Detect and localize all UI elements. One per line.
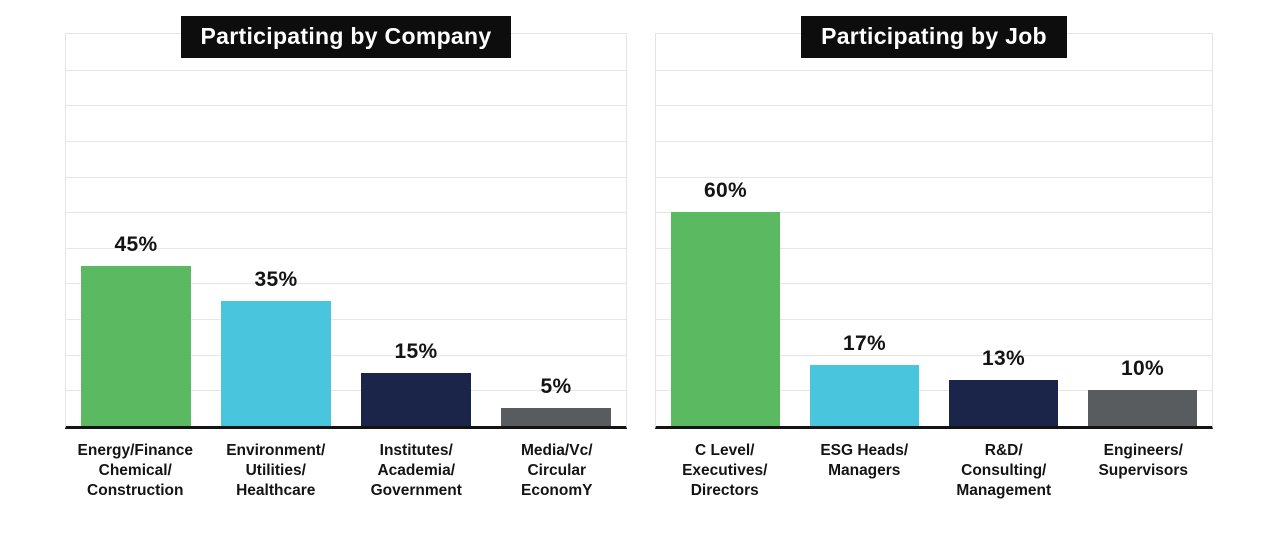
gridline: [66, 105, 626, 107]
category-label: Environment/Utilities/Healthcare: [206, 441, 347, 500]
gridline: [656, 212, 1212, 214]
category-label-line: Academia/: [377, 461, 456, 479]
category-label-line: Institutes/: [379, 442, 453, 459]
value-label: 15%: [394, 339, 438, 363]
category-label-line: Energy/Finance: [77, 442, 193, 459]
bar: [80, 265, 192, 426]
category-label-line: Healthcare: [236, 481, 316, 499]
category-label-line: Construction: [87, 481, 184, 499]
bar: [809, 365, 920, 426]
gridline: [656, 319, 1212, 321]
category-label-line: ESG Heads/: [820, 442, 909, 459]
bar: [948, 379, 1059, 426]
value-label: 5%: [540, 375, 572, 399]
category-label-line: Utilities/: [245, 461, 306, 479]
bar-column: 35%: [206, 34, 346, 426]
gridline: [66, 212, 626, 214]
category-label-line: Chemical/: [98, 461, 172, 479]
category-label-line: Directors: [690, 481, 759, 499]
bar: [360, 372, 472, 426]
category-label: Energy/Finance Chemical/Construction: [65, 441, 206, 500]
chart-job-plot-area: 60% 17% 13% 10%: [655, 33, 1213, 429]
chart-job-title-row: Participating by Job: [655, 16, 1213, 58]
value-label: 10%: [1121, 357, 1164, 381]
category-label-line: Managers: [828, 461, 901, 479]
category-label-line: Engineers/: [1103, 442, 1183, 459]
category-label-line: C Level/: [695, 442, 755, 459]
bar: [220, 301, 332, 426]
chart-company-category-axis: Energy/Finance Chemical/Construction Envir…: [65, 441, 627, 500]
value-label: 13%: [982, 346, 1025, 370]
category-label-line: Executives/: [682, 461, 768, 479]
bar-column: 13%: [934, 34, 1073, 426]
category-label-line: Management: [956, 481, 1052, 499]
category-label: Institutes/Academia/Government: [346, 441, 487, 500]
category-label-line: Environment/: [226, 442, 326, 459]
bar-column: 17%: [795, 34, 934, 426]
bar: [670, 212, 781, 426]
bar-column: 45%: [66, 34, 206, 426]
category-label: Engineers/Supervisors: [1074, 441, 1214, 500]
bar: [500, 408, 612, 426]
value-label: 60%: [704, 179, 747, 203]
value-label: 35%: [254, 268, 298, 292]
bar-column: 5%: [486, 34, 626, 426]
category-label-line: Circular: [527, 461, 587, 479]
bars-layer: 60% 17% 13% 10%: [656, 34, 1212, 426]
gridline: [656, 247, 1212, 249]
gridline: [656, 176, 1212, 178]
gridline: [66, 176, 626, 178]
gridline: [66, 69, 626, 71]
bar-column: 60%: [656, 34, 795, 426]
gridline: [66, 140, 626, 142]
category-label: R&D/Consulting/Management: [934, 441, 1074, 500]
chart-job-title: Participating by Job: [801, 16, 1067, 58]
bar-column: 15%: [346, 34, 486, 426]
category-label-line: Media/Vc/: [521, 442, 593, 459]
gridline: [66, 354, 626, 356]
chart-company-plot-area: 45% 35% 15% 5%: [65, 33, 627, 429]
category-label: C Level/Executives/Directors: [655, 441, 795, 500]
chart-company-title-row: Participating by Company: [65, 16, 627, 58]
bar-column: 10%: [1073, 34, 1212, 426]
chart-company-title: Participating by Company: [180, 16, 512, 58]
category-label-line: EconomY: [521, 481, 593, 499]
gridline: [656, 105, 1212, 107]
category-label: Media/Vc/Circular EconomY: [487, 441, 628, 500]
category-label-line: Consulting/: [961, 461, 1047, 479]
gridline: [656, 283, 1212, 285]
value-label: 17%: [843, 332, 886, 356]
category-label-line: Government: [370, 481, 462, 499]
category-label-line: Supervisors: [1098, 461, 1189, 479]
gridline: [656, 140, 1212, 142]
gridline: [66, 319, 626, 321]
value-label: 45%: [114, 232, 158, 256]
gridline: [656, 390, 1212, 392]
chart-job-category-axis: C Level/Executives/Directors ESG Heads/Ma…: [655, 441, 1213, 500]
category-label-line: R&D/: [984, 442, 1023, 459]
gridline: [66, 247, 626, 249]
bars-layer: 45% 35% 15% 5%: [66, 34, 626, 426]
category-label: ESG Heads/Managers: [795, 441, 935, 500]
gridline: [66, 283, 626, 285]
gridline: [66, 390, 626, 392]
bar: [1087, 390, 1198, 426]
gridline: [656, 354, 1212, 356]
gridline: [656, 69, 1212, 71]
